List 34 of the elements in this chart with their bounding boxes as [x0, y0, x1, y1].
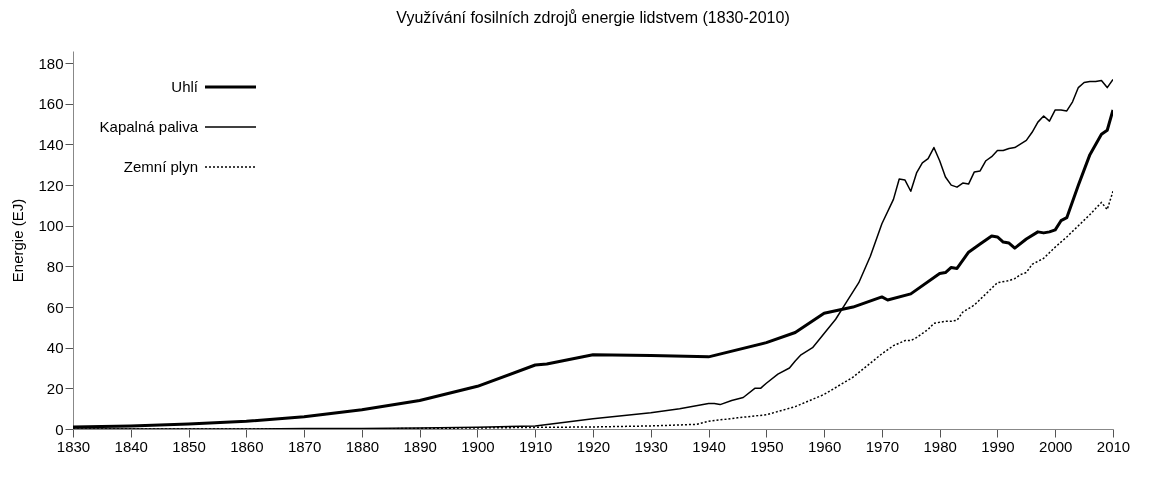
x-tick-label: 1910	[519, 437, 553, 455]
x-tick-label: 1980	[923, 437, 957, 455]
x-tick-label: 1940	[692, 437, 726, 455]
legend-label: Kapalná paliva	[99, 118, 199, 135]
x-tick-label: 1860	[230, 437, 264, 455]
y-tick-label: 0	[55, 420, 64, 438]
y-tick-label: 60	[46, 298, 64, 316]
y-tick-label: 20	[46, 379, 64, 397]
x-tick-label: 1920	[576, 437, 611, 455]
chart-title: Využívání fosilních zdrojů energie lidstvem (1830-2010)	[396, 9, 790, 26]
y-tick-label: 180	[38, 54, 64, 72]
x-tick-label: 1990	[981, 437, 1015, 455]
x-tick-label: 1830	[56, 437, 91, 455]
x-tick-label: 1880	[345, 437, 380, 455]
x-tick-label: 1900	[461, 437, 495, 455]
y-axis-title: Energie (EJ)	[9, 198, 27, 283]
x-tick-label: 1840	[114, 437, 148, 455]
legend-label: Uhlí	[171, 78, 199, 95]
x-tick-label: 2010	[1096, 437, 1131, 455]
x-tick-label: 1960	[807, 437, 842, 455]
y-tick-label: 40	[46, 339, 64, 357]
x-tick-label: 1950	[750, 437, 784, 455]
x-tick-label: 1850	[172, 437, 206, 455]
y-tick-label: 120	[38, 176, 64, 194]
y-tick-label: 140	[38, 135, 64, 153]
x-tick-label: 1970	[865, 437, 900, 455]
x-tick-label: 1930	[634, 437, 668, 455]
y-tick-label: 100	[38, 217, 64, 235]
x-tick-label: 2000	[1039, 437, 1073, 455]
legend-label: Zemní plyn	[123, 158, 198, 175]
x-tick-label: 1870	[287, 437, 322, 455]
x-tick-label: 1890	[403, 437, 437, 455]
y-tick-label: 160	[38, 95, 64, 113]
y-tick-label: 80	[46, 257, 64, 275]
